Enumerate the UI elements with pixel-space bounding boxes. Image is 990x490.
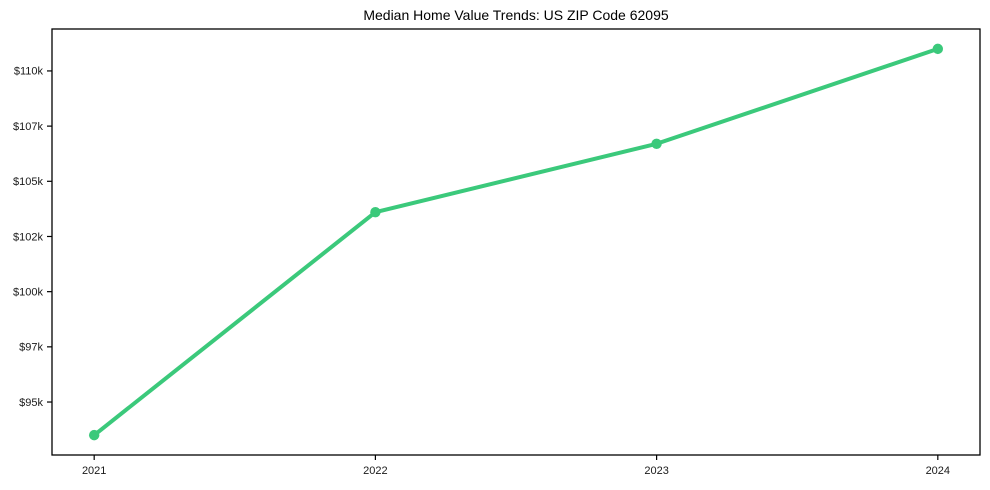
chart-title: Median Home Value Trends: US ZIP Code 62… <box>363 7 669 23</box>
x-tick-label: 2022 <box>363 465 387 477</box>
x-tick-label: 2023 <box>644 465 668 477</box>
y-tick-label: $107k <box>13 121 43 133</box>
x-axis: 2021 2022 2023 2024 <box>82 455 950 477</box>
trend-line <box>92 46 940 438</box>
y-tick-label: $110k <box>14 66 44 78</box>
data-series <box>88 43 944 441</box>
data-point-marker <box>651 138 662 149</box>
y-axis: $95k $97k $100k $102k $105k $107k $110k <box>13 66 52 409</box>
data-point-marker <box>932 43 944 55</box>
data-point-marker <box>370 207 381 218</box>
plot-area <box>51 28 981 456</box>
x-tick-label: 2024 <box>926 465 950 477</box>
y-tick-label: $100k <box>13 286 43 298</box>
y-tick-label: $95k <box>19 397 43 409</box>
y-tick-label: $105k <box>13 176 43 188</box>
x-tick-label: 2021 <box>82 465 106 477</box>
data-point-marker <box>88 429 100 441</box>
y-tick-label: $102k <box>13 231 43 243</box>
y-tick-label: $97k <box>19 342 43 354</box>
